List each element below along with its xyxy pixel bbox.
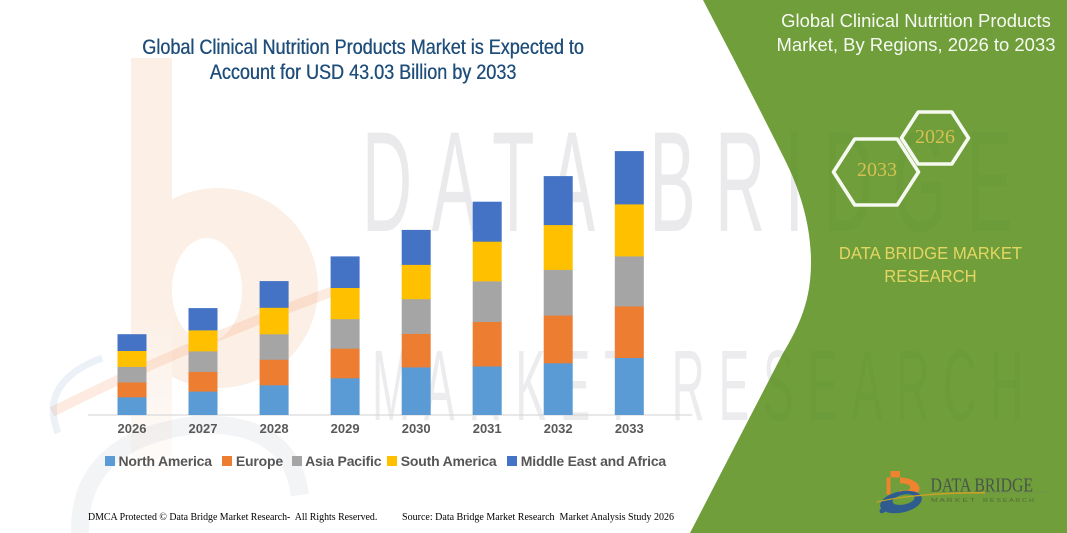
svg-text:DATA BRIDGE: DATA BRIDGE <box>931 475 1034 497</box>
svg-text:R E S E A R C H: R E S E A R C H <box>983 498 1034 504</box>
svg-text:M A R K E T: M A R K E T <box>931 498 976 504</box>
